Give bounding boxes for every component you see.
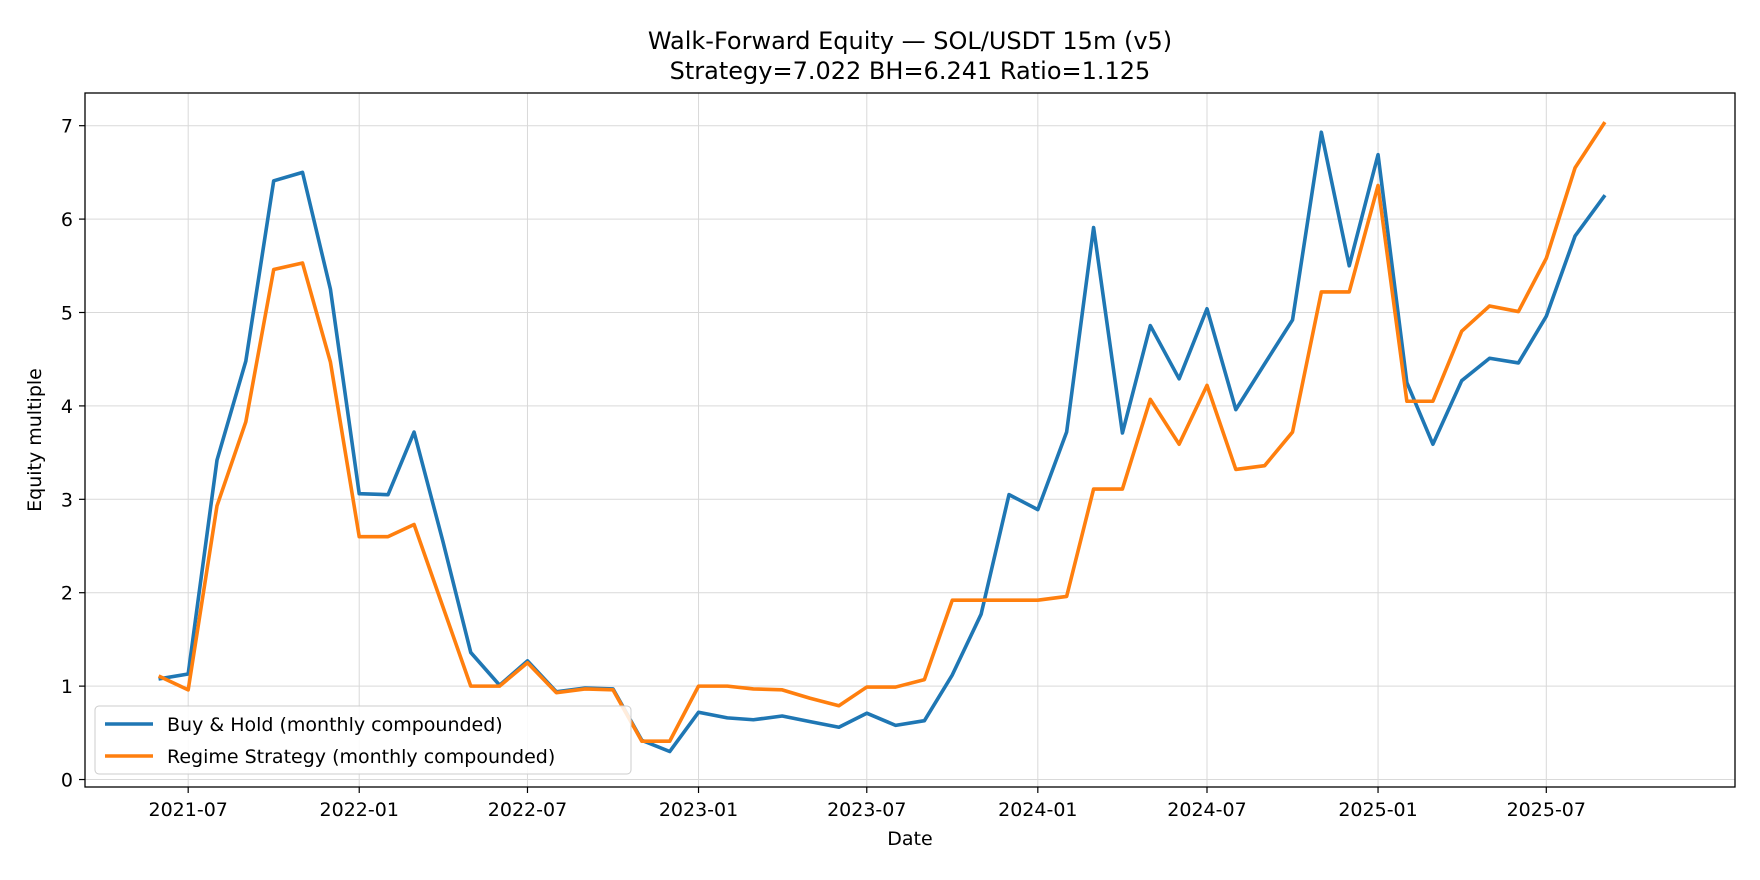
series-layer [157,121,1607,754]
y-tick-label: 1 [61,676,73,698]
x-tick-label: 2022-07 [488,799,567,821]
legend-label-regime: Regime Strategy (monthly compounded) [167,746,555,768]
y-axis: 0 1 2 3 4 5 6 7 [61,116,85,792]
x-tick-label: 2021-07 [148,799,227,821]
grid-layer [85,93,1735,787]
y-tick-label: 7 [61,116,73,138]
y-tick-label: 0 [61,770,73,792]
x-axis: 2021-07 2022-01 2022-07 2023-01 2023-07 2024-… [148,787,1586,821]
x-tick-label: 2024-07 [1167,799,1246,821]
legend-label-buy-hold: Buy & Hold (monthly compounded) [167,714,503,736]
y-tick-label: 4 [61,396,73,418]
y-tick-label: 6 [61,209,73,231]
y-tick-label: 5 [61,303,73,325]
x-tick-label: 2023-07 [827,799,906,821]
legend-box [94,705,632,775]
chart-title: Walk-Forward Equity — SOL/USDT 15m (v5) [648,27,1172,55]
y-tick-label: 3 [61,489,73,511]
x-tick-label: 2023-01 [659,799,738,821]
chart-subtitle: Strategy=7.022 BH=6.241 Ratio=1.125 [670,57,1151,85]
series-line-buy-hold [158,130,1607,754]
series-line-regime-strategy [157,121,1607,744]
x-tick-label: 2024-01 [998,799,1077,821]
plot-frame [84,92,1736,788]
x-tick-label: 2022-01 [320,799,399,821]
y-tick-label: 2 [61,583,73,605]
x-axis-label: Date [887,828,932,850]
x-tick-label: 2025-07 [1507,799,1586,821]
legend: Buy & Hold (monthly compounded) Regime S… [94,705,632,775]
y-axis-label: Equity multiple [24,368,46,512]
x-tick-label: 2025-01 [1338,799,1417,821]
